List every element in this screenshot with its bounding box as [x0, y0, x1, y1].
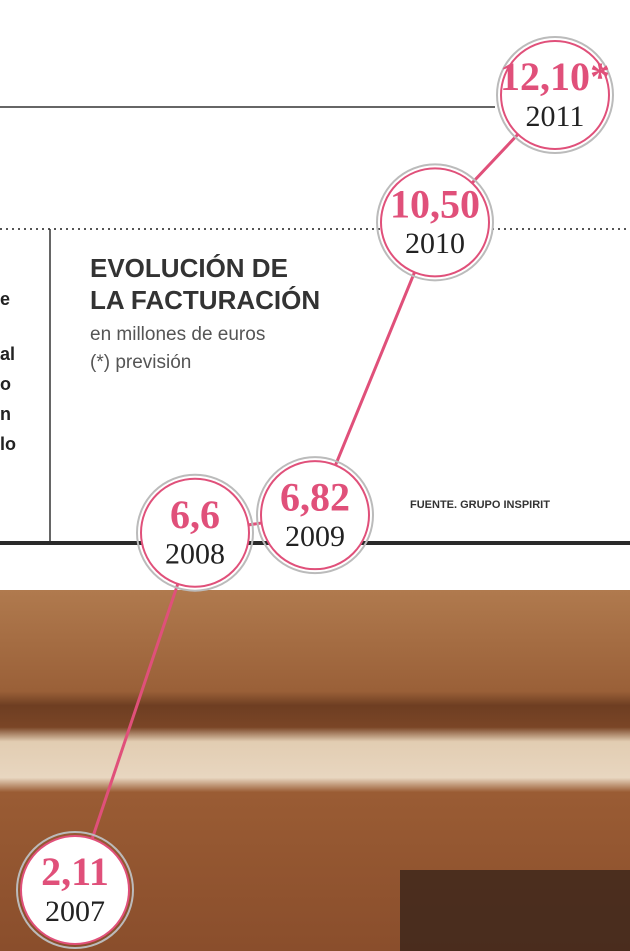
text-fragment: lo: [0, 434, 16, 454]
value-label: 6,6: [170, 492, 220, 537]
halo: [496, 36, 614, 154]
halo: [16, 831, 134, 949]
photo-shadow: [400, 870, 630, 951]
subtitle: en millones de euros: [90, 324, 265, 345]
value-label: 12,10*: [500, 54, 610, 99]
year-label: 2010: [405, 227, 465, 260]
value-label: 10,50: [390, 181, 480, 226]
year-label: 2008: [165, 538, 225, 571]
halo: [376, 163, 494, 282]
year-label: 2007: [45, 895, 105, 928]
value-label: 2,11: [41, 849, 109, 894]
text-fragment: n: [0, 404, 11, 424]
title: EVOLUCIÓN DE: [90, 253, 288, 283]
year-label: 2009: [285, 520, 345, 553]
halo: [136, 473, 254, 592]
source: FUENTE. GRUPO INSPIRIT: [410, 499, 550, 511]
note: (*) previsión: [90, 352, 191, 373]
value-label: 6,82: [280, 474, 350, 519]
marker: [140, 477, 250, 588]
text-fragment: o: [0, 374, 11, 394]
marker: [500, 40, 610, 150]
title: LA FACTURACIÓN: [90, 285, 320, 315]
marker: [260, 460, 370, 571]
marker: [20, 835, 130, 945]
year-label: 2011: [526, 100, 585, 133]
marker: [380, 167, 490, 278]
text-fragment: al: [0, 344, 15, 364]
text-fragment: e: [0, 289, 10, 309]
halo: [256, 456, 374, 575]
